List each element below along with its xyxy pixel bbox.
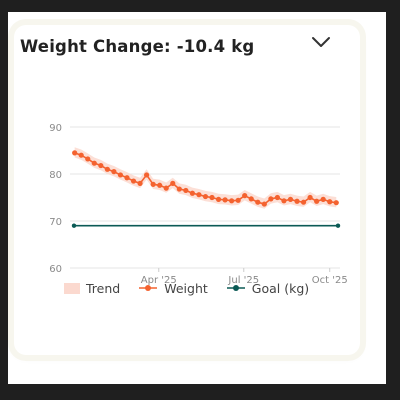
legend-weight-label: Weight: [164, 280, 208, 296]
weight-point: [144, 172, 150, 178]
trend-band: [74, 147, 337, 209]
goal-point-end: [335, 223, 341, 228]
trend-swatch: [64, 282, 80, 294]
legend-trend-label: Trend: [86, 280, 121, 296]
card-title: Weight Change: -10.4 kg: [20, 37, 255, 56]
weight-point: [78, 152, 84, 158]
weight-point: [281, 198, 287, 204]
weight-point: [91, 160, 97, 166]
x-tick-label-2: Oct '25: [312, 275, 348, 286]
weight-point: [333, 200, 339, 206]
weight-point: [314, 198, 320, 204]
weight-point: [248, 196, 254, 202]
weight-point: [150, 181, 156, 187]
weight-point: [202, 193, 209, 200]
legend-goal-label: Goal (kg): [251, 280, 310, 296]
weight-point: [209, 194, 215, 201]
weight-swatch: [139, 285, 158, 291]
goal-swatch: [226, 285, 245, 291]
weight-point: [183, 187, 189, 194]
y-tick-label-60: 60: [49, 264, 62, 275]
chart-legend: Trend Weight Goal (kg): [64, 278, 314, 298]
weight-point: [157, 182, 163, 188]
legend-item-trend[interactable]: Trend: [64, 281, 120, 296]
weight-point: [130, 178, 137, 184]
weight-point: [242, 193, 248, 199]
weight-point: [176, 186, 182, 192]
legend-item-goal[interactable]: Goal (kg): [226, 281, 309, 296]
weight-point: [124, 175, 130, 181]
x-tick-label-1: Jul '25: [227, 275, 259, 286]
weight-point: [215, 196, 222, 202]
weight-point: [85, 156, 91, 162]
y-tick-label-70: 70: [49, 217, 62, 228]
legend-item-weight[interactable]: Weight: [138, 281, 208, 296]
weight-point: [268, 196, 274, 202]
weight-point: [274, 194, 281, 201]
weight-point: [189, 190, 195, 196]
weight-point: [294, 198, 300, 204]
weight-point: [300, 199, 307, 205]
weight-point: [320, 196, 326, 202]
weight-point: [327, 199, 333, 205]
weight-point: [307, 194, 313, 201]
x-tick-label-0: Apr '25: [141, 275, 177, 286]
weight-point: [163, 185, 169, 191]
goal-point-start: [71, 223, 77, 228]
weight-point: [229, 198, 235, 204]
weight-point: [98, 162, 104, 169]
weight-point: [111, 169, 117, 175]
weight-point: [104, 166, 110, 172]
weight-point: [196, 192, 202, 198]
weight-point: [261, 201, 267, 207]
weight-point: [287, 196, 294, 202]
y-tick-label-90: 90: [49, 123, 62, 134]
weight-point: [255, 199, 261, 205]
chevron-down-icon[interactable]: [310, 34, 332, 50]
weight-point: [137, 180, 143, 186]
weight-point: [72, 150, 78, 156]
weight-point: [170, 180, 176, 186]
weight-point: [117, 172, 124, 178]
weight-point: [235, 197, 241, 203]
weight-point: [222, 197, 228, 203]
y-tick-label-80: 80: [49, 170, 62, 181]
